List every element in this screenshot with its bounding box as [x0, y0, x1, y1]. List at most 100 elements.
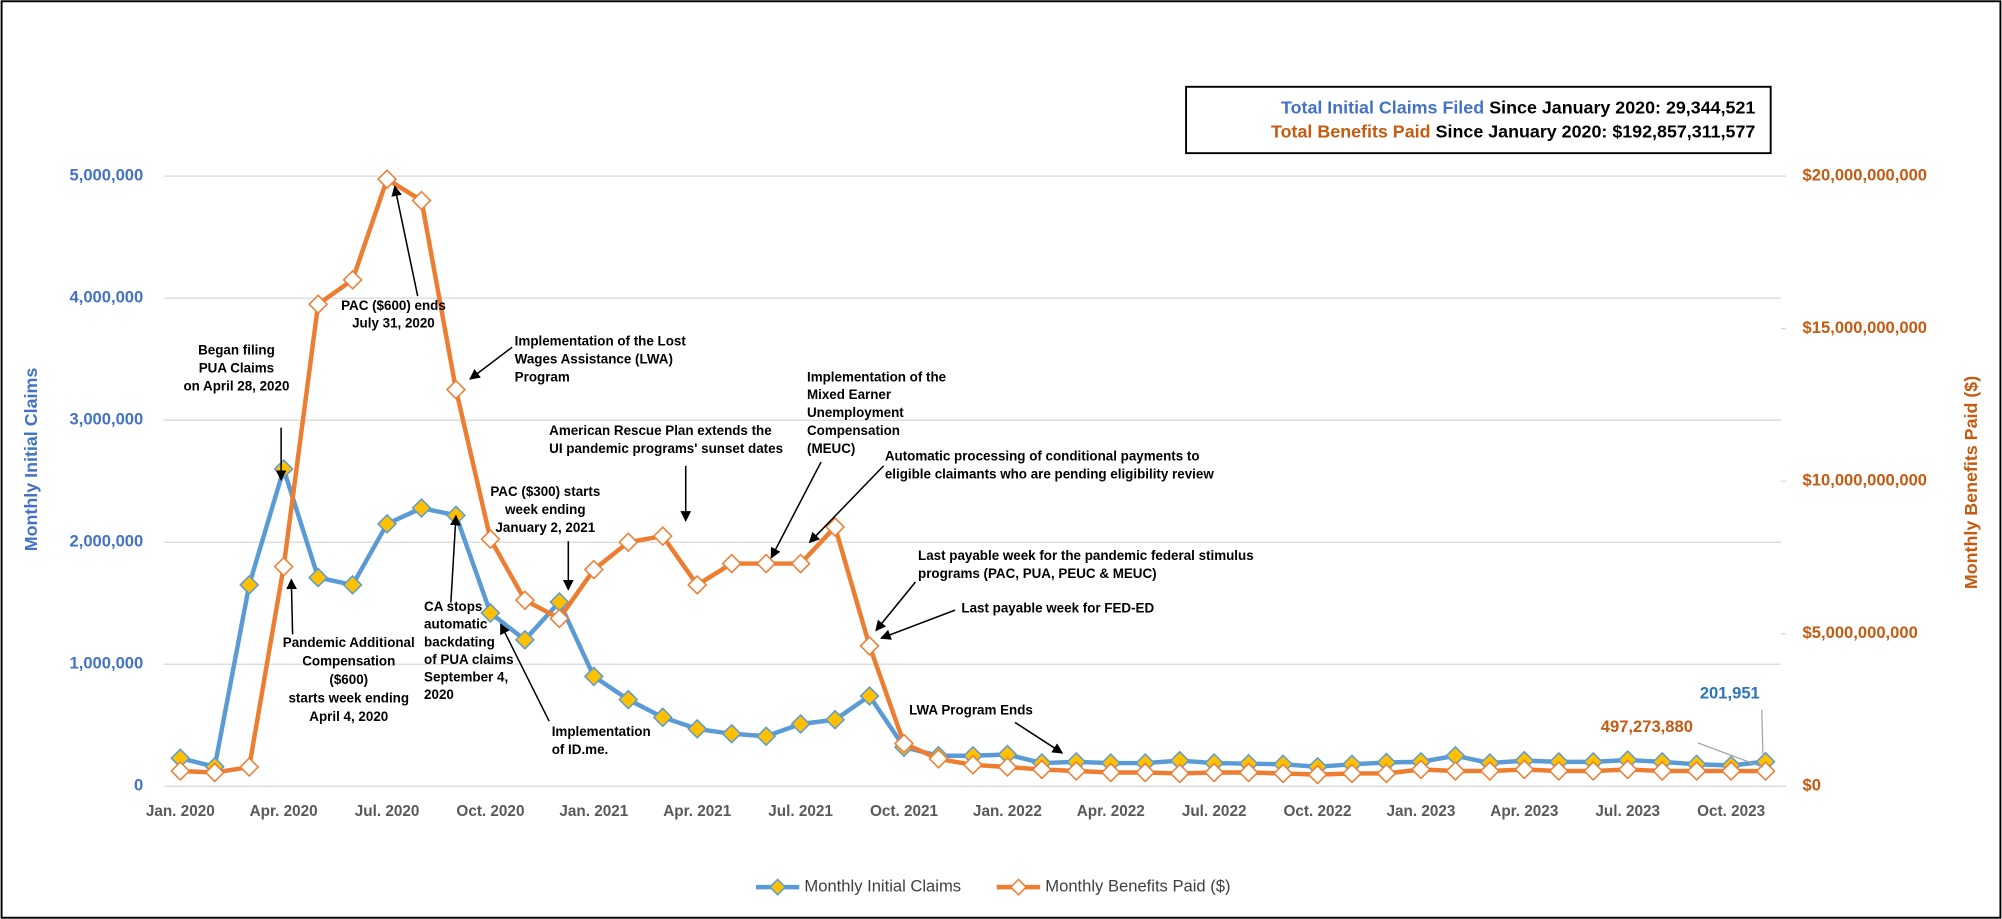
data-point — [1204, 762, 1225, 783]
data-point — [308, 294, 329, 315]
annotation-line: American Rescue Plan extends the — [549, 423, 772, 438]
x-tick-label: Oct. 2022 — [1284, 803, 1352, 820]
summary-benefits: Total Benefits Paid Since January 2020: $… — [1271, 121, 1755, 141]
data-point — [721, 723, 742, 744]
data-point — [687, 718, 708, 739]
data-point — [790, 714, 811, 735]
annotation-line: ($600) — [329, 672, 368, 687]
annotation: American Rescue Plan extends the UI pande… — [549, 423, 783, 522]
data-point — [204, 762, 225, 783]
annotation-line: Implementation — [552, 724, 651, 739]
data-point — [997, 757, 1018, 778]
annotations: Began filing PUA Claims on April 28, 2020 P… — [183, 185, 1254, 757]
annotation: Implementation of the Mixed Earner Unemplo… — [770, 369, 946, 559]
data-point — [1445, 760, 1466, 782]
y2-tick-label: $10,000,000,000 — [1803, 471, 1927, 490]
data-point — [239, 574, 260, 595]
annotation-line: eligible claimants who are pending eligi… — [885, 466, 1214, 481]
annotation-line: on April 28, 2020 — [183, 378, 289, 393]
data-point — [1721, 760, 1742, 782]
data-point — [1376, 763, 1397, 784]
annotation-line: starts week ending — [288, 690, 409, 705]
y-tick-label: 5,000,000 — [70, 166, 144, 185]
plot: 201,951 497,273,880 — [170, 169, 1776, 785]
data-point — [618, 689, 639, 710]
annotation-line: Implementation of the — [807, 369, 946, 384]
y-tick-label: 3,000,000 — [70, 410, 144, 429]
x-tick-label: Apr. 2020 — [250, 803, 318, 820]
y2-tick-label: $0 — [1803, 776, 1821, 795]
data-point — [928, 748, 949, 769]
y2-tick-label: $20,000,000,000 — [1803, 166, 1927, 185]
annotation-line: programs (PAC, PUA, PEUC & MEUC) — [918, 566, 1157, 581]
y-tick-label: 1,000,000 — [70, 654, 144, 673]
data-label: 497,273,880 — [1601, 717, 1693, 736]
data-point — [308, 567, 329, 588]
x-tick-label: Oct. 2023 — [1697, 803, 1765, 820]
data-point — [411, 498, 432, 519]
annotation: Pandemic Additional Compensation ($600) sta… — [283, 578, 415, 724]
data-point — [480, 529, 501, 550]
data-point — [1031, 759, 1052, 780]
data-point — [1755, 761, 1776, 782]
label-leader — [1761, 709, 1764, 758]
summary-claims-name: Total Initial Claims Filed — [1281, 97, 1484, 117]
data-label: 201,951 — [1700, 684, 1760, 703]
data-point — [273, 556, 294, 577]
annotation-line: July 31, 2020 — [352, 316, 435, 331]
annotation: CA stops automatic backdating of PUA claims… — [424, 514, 514, 702]
annotation-line: 2020 — [424, 687, 454, 702]
y2-tick-label: $15,000,000,000 — [1803, 318, 1927, 337]
x-tick-label: Jul. 2023 — [1595, 803, 1660, 820]
annotation: Last payable week for FED-ED — [880, 600, 1154, 640]
y-tick-label: 0 — [134, 776, 143, 795]
annotation-line: Compensation — [302, 653, 395, 668]
data-point — [377, 513, 398, 534]
annotation-line: PUA Claims — [199, 360, 274, 375]
summary-claims: Total Initial Claims Filed Since January … — [1281, 97, 1755, 117]
annotation: Last payable week for the pandemic feder… — [875, 548, 1254, 632]
annotation-line: Wages Assistance (LWA) — [515, 351, 673, 366]
annotation-arrow — [875, 581, 917, 632]
annotation-line: Unemployment — [807, 405, 904, 420]
data-point — [1341, 763, 1363, 784]
summary-box: Total Initial Claims Filed Since January … — [1185, 85, 1772, 155]
data-point — [583, 666, 604, 687]
annotation-line: LWA Program Ends — [909, 702, 1033, 717]
annotation-line: CA stops — [424, 599, 482, 614]
data-point — [652, 707, 673, 728]
annotation-line: Compensation — [807, 423, 900, 438]
summary-benefits-text: Since January 2020: $192,857,311,577 — [1436, 121, 1756, 141]
legend-marker — [768, 878, 787, 896]
annotation-line: (MEUC) — [807, 441, 855, 456]
annotation-arrow — [450, 514, 461, 603]
annotation-line: Last payable week for FED-ED — [961, 600, 1154, 615]
annotation-arrow — [808, 465, 885, 544]
x-tick-label: Jan. 2021 — [559, 803, 628, 820]
data-point — [377, 169, 398, 190]
annotation-line: Mixed Earner — [807, 387, 892, 402]
x-tick-label: Apr. 2022 — [1077, 803, 1145, 820]
data-point — [790, 553, 811, 574]
annotation-line: Last payable week for the pandemic feder… — [918, 548, 1254, 563]
x-tick-label: Apr. 2023 — [1490, 803, 1558, 820]
data-point — [1514, 759, 1535, 780]
x-tick-label: Jul. 2020 — [355, 803, 420, 820]
data-point — [1617, 759, 1638, 780]
annotation-line: April 4, 2020 — [309, 709, 388, 724]
x-tick-label: Oct. 2020 — [456, 803, 524, 820]
annotation-arrow — [1014, 721, 1064, 754]
annotation-line: of ID.me. — [552, 742, 609, 757]
annotation-arrow — [286, 578, 297, 635]
y-tick-label: 2,000,000 — [70, 532, 144, 551]
data-point — [1135, 762, 1156, 783]
data-point — [1307, 764, 1328, 785]
summary-benefits-name: Total Benefits Paid — [1271, 121, 1430, 141]
x-tick-label: Jul. 2021 — [768, 803, 833, 820]
data-point — [825, 709, 846, 730]
data-point — [342, 574, 363, 595]
annotation-arrow — [770, 461, 822, 559]
data-point — [859, 635, 880, 656]
annotation-arrow — [469, 346, 513, 380]
